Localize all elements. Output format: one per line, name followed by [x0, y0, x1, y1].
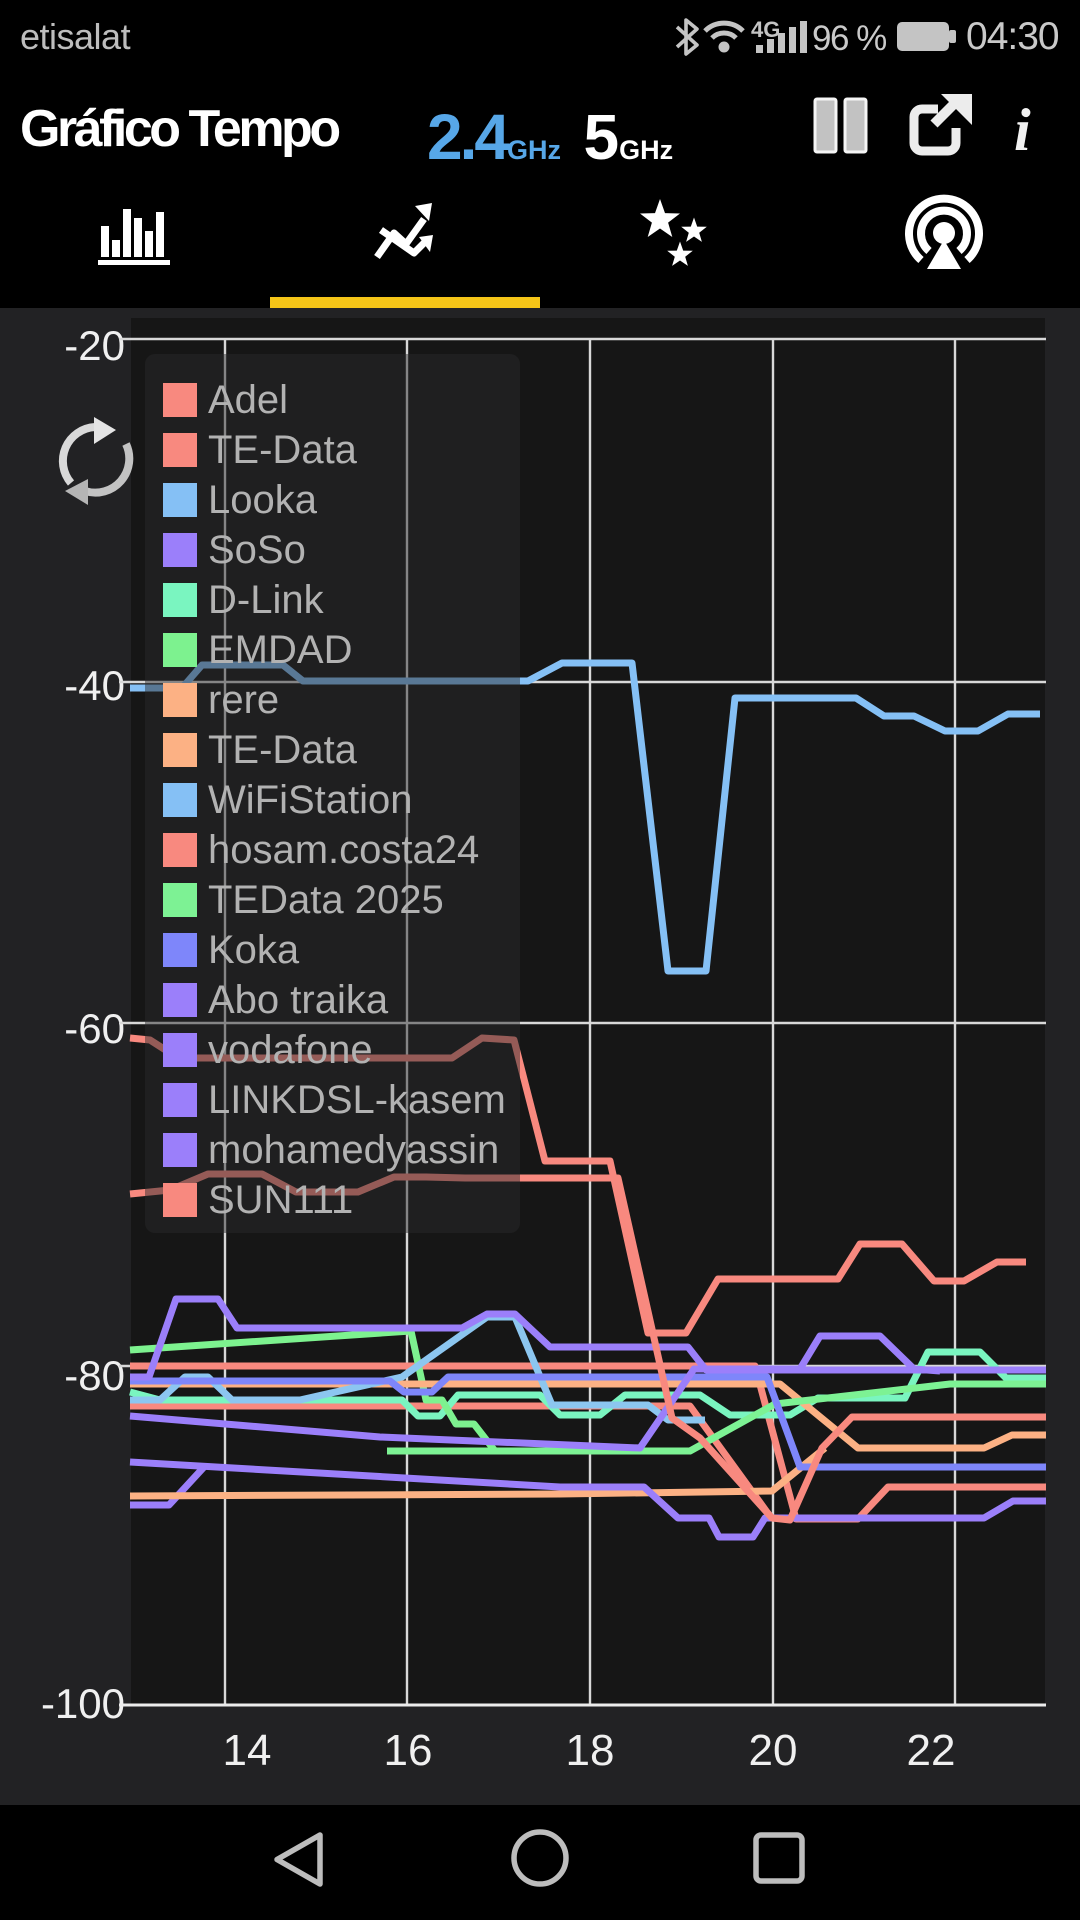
svg-text:4G: 4G — [751, 17, 780, 42]
